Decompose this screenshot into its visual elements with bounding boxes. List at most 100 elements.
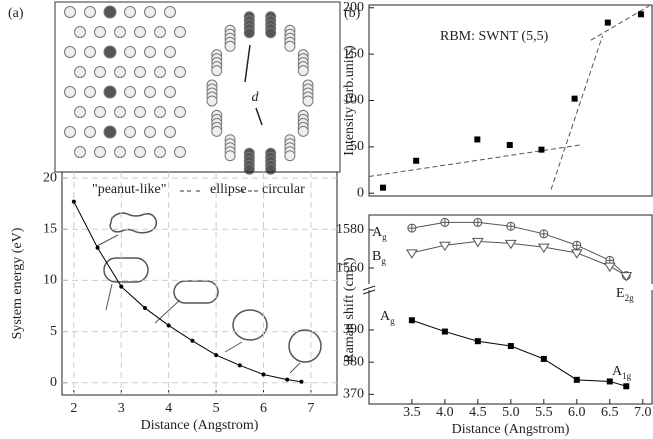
atom xyxy=(144,6,156,18)
series-line xyxy=(73,201,302,383)
atom xyxy=(154,66,166,78)
point xyxy=(507,343,514,350)
point xyxy=(142,306,147,311)
y-tick-label: 20 xyxy=(43,170,57,185)
point xyxy=(71,199,76,204)
atom xyxy=(103,85,117,99)
atom xyxy=(154,106,166,118)
point xyxy=(471,237,484,248)
x-tick-label: 7.0 xyxy=(634,405,652,420)
series-line xyxy=(411,221,627,277)
y-tick-label: 50 xyxy=(350,139,364,154)
x-tick-label: 7 xyxy=(307,401,314,416)
atom xyxy=(164,86,176,98)
label-sub: g xyxy=(390,316,395,326)
y-tick-label: 100 xyxy=(343,93,364,108)
atom xyxy=(174,146,186,158)
series-label: E2g xyxy=(616,286,634,303)
point xyxy=(299,379,304,384)
atom xyxy=(297,65,309,77)
atom xyxy=(154,26,166,38)
atom xyxy=(84,46,96,58)
atom xyxy=(103,5,117,19)
atom xyxy=(64,46,76,58)
atom xyxy=(94,26,106,38)
legend-label: ellipse xyxy=(210,182,247,197)
point-cross xyxy=(539,229,548,238)
point xyxy=(540,355,547,362)
label-main: A xyxy=(372,225,383,240)
legend-label: "peanut-like" xyxy=(92,182,166,197)
y-tick-label: 200 xyxy=(343,0,364,15)
fit-line xyxy=(368,144,580,178)
y-tick-label: 150 xyxy=(343,46,364,61)
point xyxy=(438,241,451,252)
atom xyxy=(265,163,277,175)
series-label: Ag xyxy=(380,309,395,326)
atom xyxy=(84,126,96,138)
point xyxy=(603,262,616,273)
atom xyxy=(206,95,218,107)
point-cross xyxy=(407,224,416,233)
atom xyxy=(74,66,86,78)
atom xyxy=(284,40,296,52)
atom xyxy=(74,106,86,118)
y-tick-label: 0 xyxy=(357,185,364,200)
x-tick-label: 2 xyxy=(70,401,77,416)
atom xyxy=(134,146,146,158)
fit-line xyxy=(550,35,604,190)
atom xyxy=(144,126,156,138)
atom xyxy=(211,65,223,77)
atom xyxy=(84,86,96,98)
point xyxy=(380,184,387,191)
atom xyxy=(64,6,76,18)
arrow xyxy=(244,44,263,126)
atom xyxy=(103,125,117,139)
atom xyxy=(64,86,76,98)
atom xyxy=(124,126,136,138)
y-axis-label: Raman shift (cm-1) xyxy=(339,257,357,363)
atom xyxy=(74,26,86,38)
atom xyxy=(94,106,106,118)
point xyxy=(474,338,481,345)
shape-insets xyxy=(96,212,322,374)
y-tick-label: 5 xyxy=(50,324,57,339)
atom xyxy=(103,45,117,59)
inset-label: d xyxy=(252,90,260,105)
point xyxy=(537,243,550,254)
point xyxy=(504,239,517,250)
atom xyxy=(302,95,314,107)
x-tick-label: 5 xyxy=(213,401,220,416)
atom xyxy=(94,146,106,158)
label-end: ) xyxy=(342,257,357,262)
series-label: A1g xyxy=(612,364,632,381)
panel-label: (b) xyxy=(344,6,361,21)
label-sub: g xyxy=(382,232,387,242)
y-tick-label: 15 xyxy=(43,222,57,237)
atom xyxy=(84,6,96,18)
x-tick-label: 3.5 xyxy=(403,405,421,420)
y-tick-label: 380 xyxy=(343,354,364,369)
x-tick-label: 5.5 xyxy=(535,405,553,420)
x-tick-label: 6.0 xyxy=(568,405,586,420)
point xyxy=(285,377,290,382)
atom xyxy=(243,163,255,175)
axis-frame xyxy=(61,171,338,396)
label-main: A xyxy=(380,309,391,324)
atom xyxy=(243,27,255,39)
y-tick-label: 370 xyxy=(343,387,364,402)
atom xyxy=(134,26,146,38)
atom xyxy=(134,66,146,78)
atom xyxy=(164,6,176,18)
atom xyxy=(144,86,156,98)
atom xyxy=(164,46,176,58)
axis-frame xyxy=(368,214,653,284)
point xyxy=(441,328,448,335)
point xyxy=(571,95,578,102)
y-tick-label: 1580 xyxy=(336,222,364,237)
x-tick-label: 6 xyxy=(260,401,267,416)
point xyxy=(606,378,613,385)
point-cross xyxy=(440,218,449,227)
point xyxy=(405,249,418,259)
